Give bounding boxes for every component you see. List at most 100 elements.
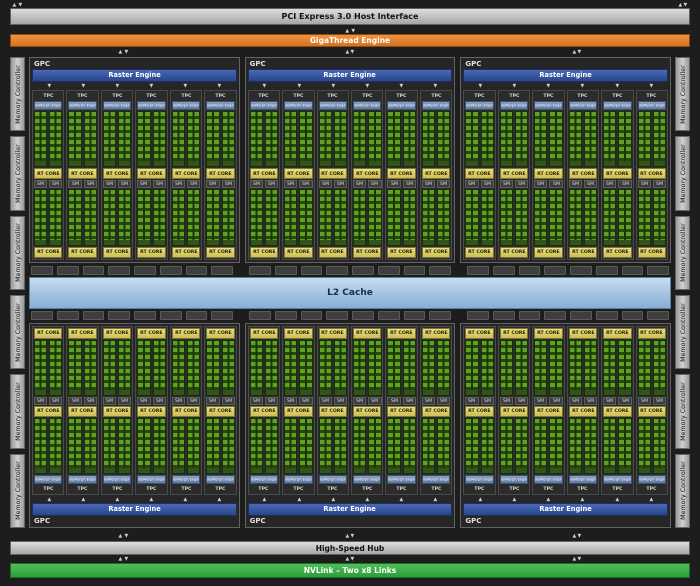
l2-slice [595,265,618,275]
core-subblock [437,189,451,246]
tpc-label: TPC [284,485,312,493]
rt-core-bar: RT CORE [499,405,529,417]
sm-label-text: SM [356,397,364,404]
updown-arrow-icon: ▲ ▼ [572,556,582,562]
hub-nvlink-arrows: ▲ ▼ ▲ ▼ ▲ ▼ [10,555,690,562]
core-subblock [603,189,617,246]
l2-slice [467,265,489,275]
gpc-row-bottom: GPC Raster Engine ▼ ▼ ▼ ▼ ▼ ▼ TPC PolyMorph Engin… [29,322,672,528]
raster-engine-arrows: ▼ ▼ ▼ ▼ ▼ ▼ [463,496,668,503]
sm-label-row: SM SM [171,180,201,189]
core-subblock [515,111,529,168]
memory-controller-label: Memory Controller [13,144,22,203]
core-subblock [637,339,651,396]
cuda-cores-grid [68,417,97,474]
sm-label: SM [264,180,279,189]
sm-label-row: SM SM [102,180,132,189]
cuda-cores-grid [465,417,494,474]
tpc-label-text: TPC [258,92,269,99]
sm-label-text: SM [52,397,60,404]
gpc-block: GPC Raster Engine ▼ ▼ ▼ ▼ ▼ ▼ TPC PolyMorph Engin… [29,322,240,528]
tpc-label: TPC [638,92,666,100]
rt-core-label: RT CORE [71,170,94,177]
core-subblock [102,111,117,168]
rt-core-bar: RT CORE [637,405,667,417]
core-subblock [402,339,416,396]
sm-label: SM [299,396,313,405]
gpc-label: GPC [249,516,266,525]
raster-engine-bar: Raster Engine [32,69,237,82]
down-arrow-icon: ▼ [580,496,585,503]
tpc-label: TPC [534,92,562,100]
rt-core-label: RT CORE [571,408,595,414]
rt-core-label: RT CORE [468,329,491,336]
polymorph-engine-bar: PolyMorph Engine [568,475,598,484]
rt-core-label: RT CORE [209,248,232,255]
l2-slice-group [31,265,233,275]
core-subblock [221,111,235,168]
core-subblock [206,417,220,474]
down-arrow-icon: ▼ [217,496,222,503]
rt-core-bar: RT CORE [137,246,166,258]
rt-core-bar: RT CORE [387,327,416,339]
sm-label-text: SM [537,181,545,187]
down-arrow-icon: ▼ [577,48,582,55]
core-subblock [221,339,235,396]
polymorph-engine-bar: PolyMorph Engine [318,475,348,484]
polymorph-engine-label: PolyMorph Engine [499,103,528,108]
sm-label: SM [68,180,82,189]
rt-core-bar: RT CORE [465,168,494,180]
sm-label-text: SM [571,181,579,187]
gigathread-engine-label: GigaThread Engine [309,36,391,45]
polymorph-engine-bar: PolyMorph Engine [421,475,451,484]
rt-core-bar: RT CORE [465,405,494,417]
memory-controller-segment: Memory Controller [675,374,690,449]
memory-controller-label: Memory Controller [678,302,687,362]
l2-slice-group [467,310,669,320]
core-subblock [318,339,332,396]
cuda-cores-grid [171,417,201,474]
tpc-column: TPC PolyMorph Engine RT CORE SM SM RT CORE [532,325,565,495]
cuda-cores-grid [353,189,382,246]
rt-core-label: RT CORE [571,329,595,336]
sm-label: SM [499,180,514,189]
memory-controller-label: Memory Controller [678,144,687,203]
raster-engine-label: Raster Engine [323,505,377,513]
l2-slice [211,265,233,275]
tpc-column: TPC PolyMorph Engine RT CORE SM SM RT CORE [419,325,453,495]
tpc-column: TPC PolyMorph Engine RT CORE SM SM RT CORE [463,325,496,495]
cuda-cores-grid [137,189,166,246]
sm-label-text: SM [483,181,491,187]
sm-label-text: SM [174,181,182,187]
core-subblock [549,111,563,168]
tpc-label-text: TPC [293,92,304,99]
sm-label-text: SM [390,397,398,404]
sm-label-text: SM [140,181,148,187]
sm-label-row: SM SM [171,396,201,405]
core-subblock [264,111,279,168]
tpc-label-text: TPC [146,485,157,492]
down-arrow-icon: ▼ [577,532,582,539]
memory-controller-segment: Memory Controller [10,57,25,132]
core-subblock [171,417,186,474]
sm-label: SM [299,180,313,189]
rt-core-label: RT CORE [390,329,413,336]
memory-controller-label: Memory Controller [13,302,22,362]
polymorph-engine-bar: PolyMorph Engine [499,101,529,110]
tpc-label: TPC [172,92,200,100]
rt-core-label: RT CORE [468,170,491,177]
sm-label-text: SM [552,397,560,404]
core-subblock [118,111,132,168]
polymorph-engine-label: PolyMorph Engine [603,477,632,482]
up-arrow-icon: ▲ [571,48,576,55]
polymorph-engine-label: PolyMorph Engine [34,103,63,108]
l2-slice [492,310,515,320]
polymorph-engine-bar: PolyMorph Engine [206,101,235,110]
sm-label-row: SM SM [534,180,563,189]
rt-core-label: RT CORE [105,329,129,336]
sm-label: SM [333,180,348,189]
core-subblock [171,339,186,396]
tpc-label-text: TPC [180,485,192,492]
tpc-column: TPC PolyMorph Engine RT CORE SM SM RT CORE [204,90,237,260]
